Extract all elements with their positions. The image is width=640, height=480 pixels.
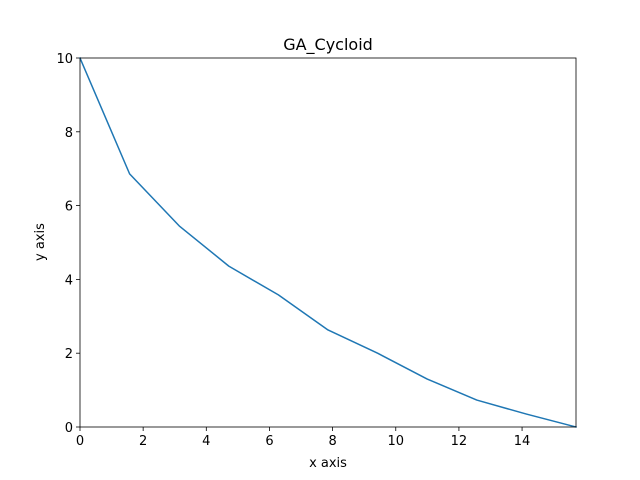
y-tick-label: 8: [65, 126, 73, 141]
y-tick-label: 10: [56, 52, 73, 67]
x-tick-label: 2: [139, 434, 147, 449]
y-tick-label: 0: [65, 421, 73, 436]
x-tick-label: 8: [328, 434, 336, 449]
chart-title: GA_Cycloid: [283, 35, 373, 55]
x-tick-label: 0: [76, 434, 84, 449]
y-tick-label: 2: [65, 347, 73, 362]
x-tick-label: 14: [514, 434, 531, 449]
line: [79, 57, 577, 428]
x-axis-label: x axis: [309, 456, 347, 471]
y-tick-label: 4: [65, 273, 73, 288]
x-tick-label: 10: [387, 434, 404, 449]
y-tick-label: 6: [65, 200, 73, 215]
x-tick-label: 12: [451, 434, 468, 449]
y-axis-label: y axis: [33, 223, 48, 261]
x-tick-label: 6: [265, 434, 273, 449]
x-tick-label: 4: [202, 434, 210, 449]
plot-frame: [79, 57, 577, 428]
